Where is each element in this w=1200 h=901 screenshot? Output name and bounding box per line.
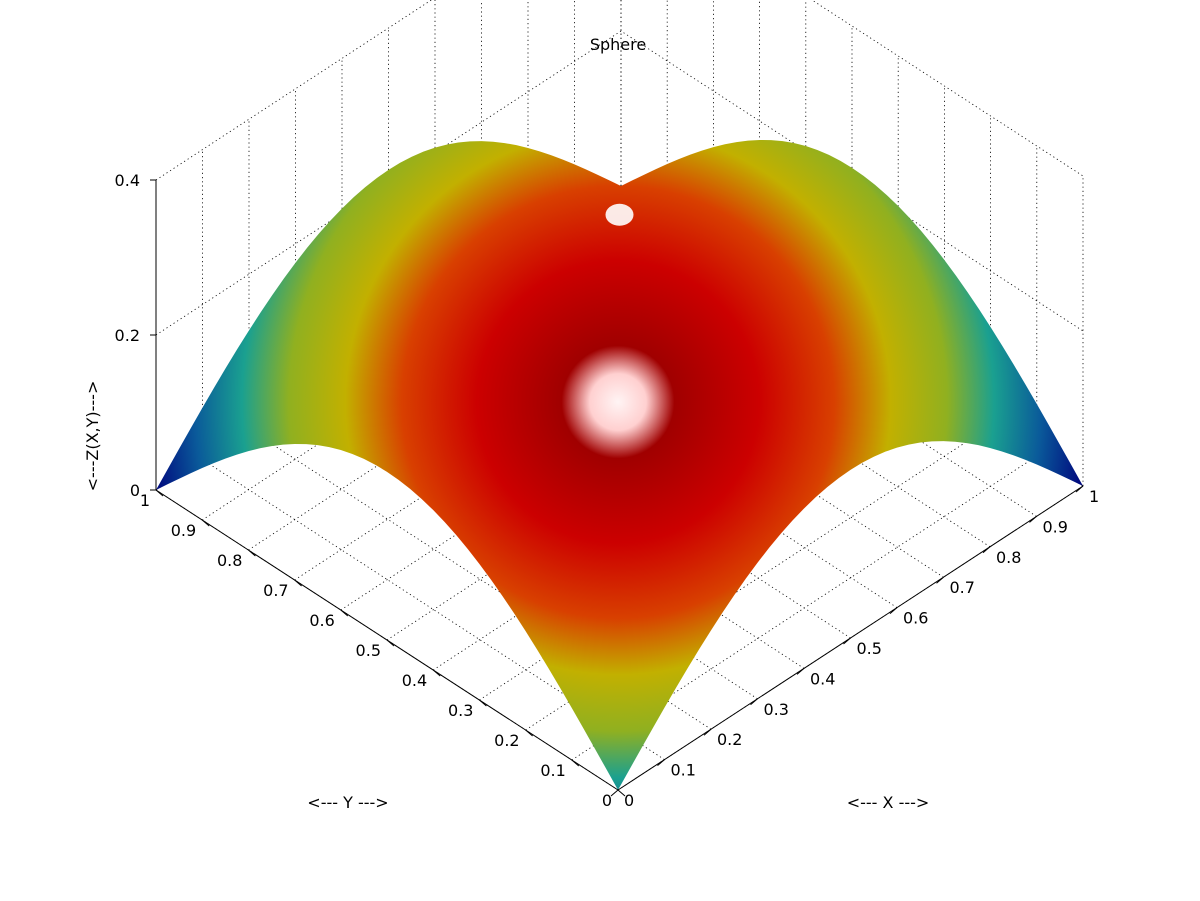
y-tick — [479, 699, 487, 707]
x-tick — [750, 698, 758, 706]
z-axis-label: <---Z(X,Y)---> — [83, 381, 102, 492]
y-tick — [248, 549, 256, 557]
y-tick-label: 0.6 — [309, 611, 334, 630]
y-tick-label: 0.9 — [171, 521, 196, 540]
y-tick-label: 0.2 — [494, 731, 519, 750]
x-tick — [889, 607, 898, 614]
y-tick-label: 0 — [602, 791, 612, 810]
x-tick-label: 0.1 — [671, 761, 696, 780]
x-axis-label: <--- X ---> — [847, 793, 930, 812]
axes — [150, 179, 1084, 797]
specular-highlight — [605, 203, 634, 226]
y-tick-label: 1 — [140, 491, 150, 510]
x-tick — [936, 576, 944, 584]
y-tick-label: 0.7 — [263, 581, 288, 600]
y-tick — [294, 579, 302, 587]
z-tick-label: 0.4 — [115, 171, 140, 190]
x-tick-label: 0.2 — [717, 730, 742, 749]
x-tick — [982, 546, 991, 554]
y-tick — [571, 759, 580, 767]
tick-labels: 00.10.20.30.40.50.60.70.80.9100.10.20.30… — [115, 171, 1100, 810]
chart-title: Sphere — [590, 35, 646, 54]
x-tick-label: 0.4 — [810, 669, 835, 688]
y-axis-label: <--- Y ---> — [307, 793, 388, 812]
x-tick-label: 0.3 — [764, 700, 789, 719]
grid-line — [155, 0, 1084, 181]
y-tick — [155, 489, 164, 497]
x-tick — [1075, 485, 1084, 493]
x-tick — [657, 759, 665, 766]
y-tick-label: 0.1 — [540, 761, 565, 780]
x-tick-label: 0.7 — [950, 578, 975, 597]
x-tick-label: 0.6 — [903, 609, 928, 628]
z-tick-label: 0.2 — [115, 326, 140, 345]
surface-body — [156, 139, 1083, 790]
y-tick — [201, 519, 210, 527]
x-tick-label: 0.5 — [857, 639, 882, 658]
x-tick — [703, 728, 712, 736]
y-tick — [617, 789, 626, 797]
z-tick-label: 0 — [130, 481, 140, 500]
y-tick-label: 0.5 — [356, 641, 381, 660]
x-tick-label: 0.9 — [1043, 517, 1068, 536]
y-tick — [340, 609, 349, 617]
x-tick-label: 1 — [1089, 487, 1099, 506]
y-tick-label: 0.4 — [402, 671, 427, 690]
y-tick — [386, 639, 395, 647]
x-tick — [1029, 516, 1037, 523]
x-tick — [610, 789, 619, 797]
y-tick — [525, 729, 533, 737]
y-tick-label: 0.8 — [217, 551, 242, 570]
x-tick — [843, 637, 851, 645]
x-tick-label: 0.8 — [996, 548, 1021, 567]
x-tick — [796, 668, 805, 675]
y-tick — [432, 669, 441, 677]
grid-line — [155, 30, 1084, 336]
x-tick-label: 0 — [624, 791, 634, 810]
y-tick-label: 0.3 — [448, 701, 473, 720]
surface-plot — [156, 139, 1083, 790]
